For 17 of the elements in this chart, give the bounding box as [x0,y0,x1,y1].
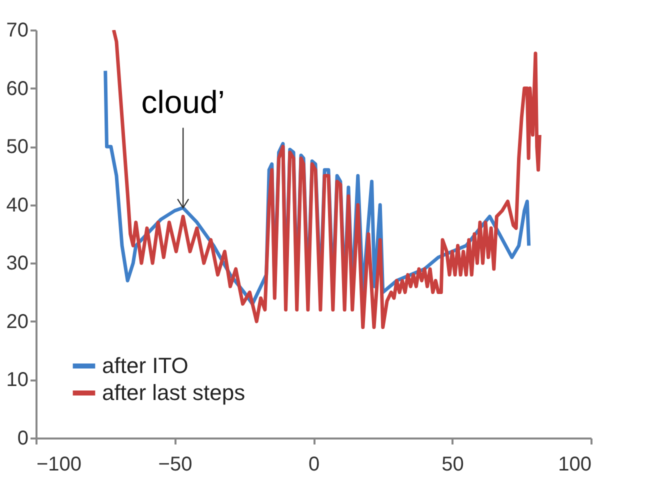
x-tick-label: −100 [36,454,82,476]
y-tick-label: 10 [6,369,28,392]
x-tick-label: 50 [442,454,464,476]
x-tick-label: −50 [158,454,192,476]
annotation: cloud’ [141,84,225,120]
legend-label: after ITO [102,353,188,378]
legend-label: after last steps [102,380,246,405]
x-tick-label: 100 [558,454,592,476]
y-tick-label: 30 [6,252,28,275]
y-tick-label: 20 [6,310,28,333]
y-tick-label: 0 [17,428,28,450]
y-tick-label: 50 [6,136,28,158]
y-tick-label: 60 [6,78,28,100]
y-tick-label: 40 [6,194,28,216]
y-tick-label: 70 [6,20,28,42]
line-series [112,30,542,330]
x-tick-label: 0 [308,454,320,476]
